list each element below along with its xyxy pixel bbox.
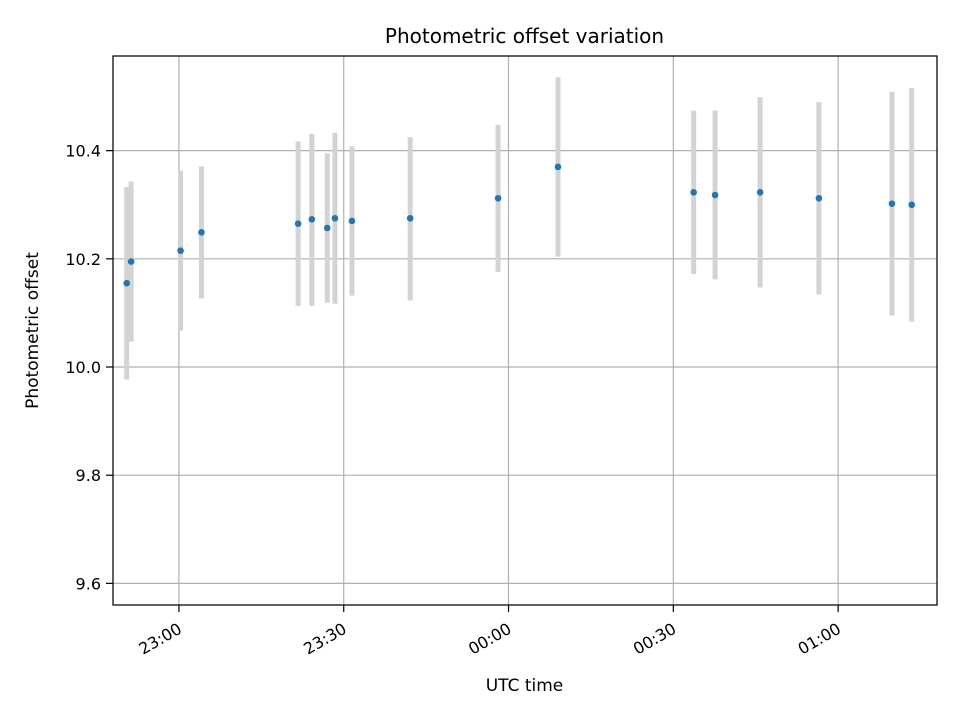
chart-title: Photometric offset variation xyxy=(385,24,664,48)
y-axis: 9.6 9.8 10.0 10.2 10.4 xyxy=(65,142,113,593)
error-bars xyxy=(124,77,915,380)
data-point xyxy=(888,200,896,207)
data-points xyxy=(123,163,916,287)
data-point xyxy=(331,214,339,222)
x-tick-label: 01:00 xyxy=(795,619,844,659)
data-point xyxy=(908,201,916,209)
grid xyxy=(113,56,937,605)
data-point xyxy=(198,229,205,236)
data-point xyxy=(294,220,302,227)
plot-frame xyxy=(112,55,938,606)
data-point xyxy=(690,189,697,196)
data-point xyxy=(123,279,131,287)
data-point xyxy=(308,216,316,223)
data-point xyxy=(554,163,562,171)
data-point xyxy=(756,189,764,196)
x-tick-label: 23:00 xyxy=(135,619,184,659)
data-point xyxy=(494,194,502,202)
data-point xyxy=(177,247,184,255)
y-tick-label: 10.4 xyxy=(65,142,101,161)
data-point xyxy=(711,191,719,199)
data-point xyxy=(815,194,823,202)
y-axis-label: Photometric offset xyxy=(23,252,43,409)
x-tick-label: 23:30 xyxy=(300,619,349,659)
y-tick-label: 9.8 xyxy=(76,466,101,485)
data-point xyxy=(323,224,331,232)
data-point xyxy=(127,258,135,265)
x-tick-label: 00:30 xyxy=(630,619,679,659)
y-tick-label: 9.6 xyxy=(76,574,101,593)
data-point xyxy=(348,217,356,225)
data-point xyxy=(406,214,414,222)
x-axis-label: UTC time xyxy=(486,676,564,696)
y-tick-label: 10.0 xyxy=(65,358,101,377)
y-tick-label: 10.2 xyxy=(65,250,101,269)
x-tick-label: 00:00 xyxy=(465,619,514,659)
